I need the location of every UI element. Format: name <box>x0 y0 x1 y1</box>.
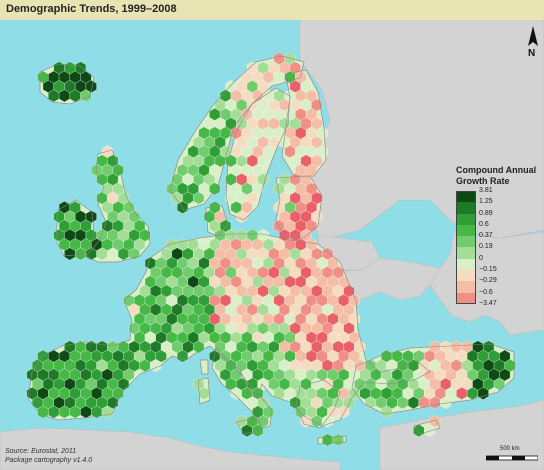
legend-title-line2: Growth Rate <box>456 176 510 186</box>
border-sardinia <box>197 377 211 405</box>
hex-cell <box>176 349 189 363</box>
hex-cell <box>209 182 221 196</box>
legend-row: 3.81 <box>454 187 544 203</box>
hex-cell <box>380 405 393 419</box>
legend-row: −0.15 <box>454 266 544 282</box>
hex-cell <box>193 191 205 205</box>
border-greece <box>295 379 341 429</box>
hex-cell <box>440 396 452 410</box>
legend-break-label: 0.37 <box>479 232 493 240</box>
legend-swatch <box>456 281 476 293</box>
legend-swatch <box>456 258 476 271</box>
legend-break-label: −0.15 <box>479 266 497 274</box>
border-ireland <box>55 199 95 257</box>
scale-bar-graphic <box>486 455 538 461</box>
border-sicily <box>235 417 263 435</box>
hex-cell <box>477 386 489 400</box>
legend-row: 0.37 <box>454 232 544 248</box>
russia-landmass <box>299 20 544 239</box>
border-cyprus <box>413 419 441 435</box>
hex-grid-cells <box>26 52 516 447</box>
hex-cell <box>321 414 334 428</box>
legend-break-label: −0.6 <box>479 288 493 296</box>
source-note: Source: Eurostat, 2011 Package cartograp… <box>5 447 92 465</box>
legend-swatch <box>456 236 476 248</box>
middle-east-landmass <box>379 399 544 470</box>
legend-swatch <box>456 213 476 225</box>
border-corsica <box>199 359 209 375</box>
border-crete <box>317 435 347 445</box>
border-turkey <box>351 343 515 415</box>
legend-swatch <box>456 292 476 304</box>
scale-bar: 500 km <box>486 446 538 466</box>
hex-cell <box>423 424 436 438</box>
legend-break-label: −0.29 <box>479 277 497 285</box>
north-africa-landmass <box>0 427 341 470</box>
border-norway <box>169 55 305 211</box>
source-line: Source: Eurostat, 2011 <box>5 448 77 455</box>
title-bar: Demographic Trends, 1999–2008 <box>0 0 544 20</box>
package-line: Package cartography v1.4.0 <box>5 457 93 464</box>
legend-row: −3.47 <box>454 300 544 315</box>
border-italy-peninsula <box>211 347 273 429</box>
legend-swatch <box>456 224 476 237</box>
north-label: N <box>528 48 536 59</box>
legend-break-label: 0.6 <box>479 220 489 228</box>
legend-row: −0.29 <box>454 277 544 293</box>
legend-row: 0.89 <box>454 210 544 225</box>
legend-break-label: 0 <box>479 254 483 262</box>
legend-swatch <box>456 202 476 214</box>
legend-row: −0.6 <box>454 289 544 304</box>
border-continent <box>27 233 431 427</box>
country-borders <box>27 55 515 445</box>
legend-row: 0 <box>454 255 544 271</box>
border-great-britain <box>85 149 151 263</box>
legend-row: 1.25 <box>454 198 544 214</box>
hex-cell <box>252 424 264 438</box>
legend-items: 3.81 1.25 0.89 0.6 0.37 0.19 0 −0.15 −0.29 −0.6 −3… <box>454 187 544 315</box>
legend-row: 0.19 <box>454 243 544 259</box>
legend-swatch <box>456 247 476 259</box>
scale-label: 500 km <box>500 446 520 452</box>
border-baltics <box>275 175 323 239</box>
legend-break-label: −3.47 <box>479 299 497 307</box>
map-title: Demographic Trends, 1999–2008 <box>6 3 177 15</box>
north-arrow: N <box>526 24 540 64</box>
border-denmark <box>205 205 229 237</box>
choropleth-map <box>0 20 544 470</box>
legend-swatch <box>456 270 476 282</box>
legend: Compound Annual Growth Rate 3.81 1.25 0.89… <box>454 165 544 315</box>
border-sweden <box>225 87 291 221</box>
hex-cell <box>493 377 505 391</box>
outside-land <box>0 20 544 470</box>
north-arrow-icon <box>528 26 538 46</box>
legend-title-line1: Compound Annual <box>456 165 537 175</box>
legend-break-label: 0.89 <box>479 209 493 217</box>
hex-cell <box>193 340 205 354</box>
legend-break-label: 3.81 <box>479 187 493 194</box>
legend-swatch <box>456 191 476 203</box>
legend-row: 0.6 <box>454 221 544 237</box>
border-finland <box>281 69 327 177</box>
legend-break-label: 0.19 <box>479 243 493 251</box>
legend-title: Compound Annual Growth Rate <box>456 165 544 187</box>
border-iceland <box>39 63 95 105</box>
legend-break-label: 1.25 <box>479 198 493 206</box>
